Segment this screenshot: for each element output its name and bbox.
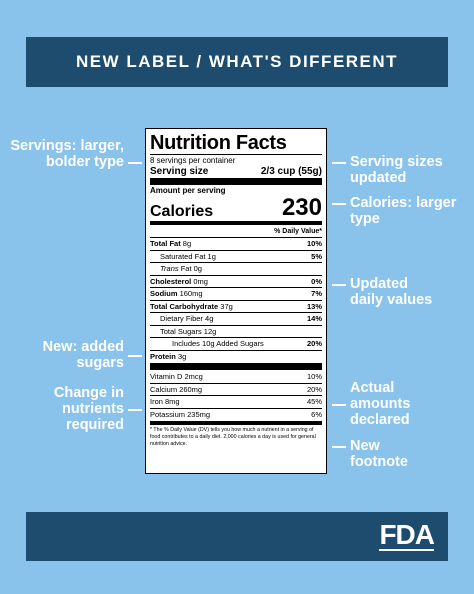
medium-divider: [150, 421, 322, 425]
nutrient-row: Sodium 160mg 7%: [150, 287, 322, 298]
nutrient-row: Trans Fat 0g: [150, 262, 322, 275]
calories-label: Calories: [150, 203, 214, 220]
callout-servings: Servings: larger, bolder type: [10, 138, 124, 170]
servings-per-container: 8 servings per container: [150, 155, 322, 166]
callout-nutrients-required: Change in nutrients required: [53, 385, 124, 433]
callout-tick: [332, 284, 346, 286]
calories-value: 230: [281, 194, 322, 221]
vitamin-row: Vitamin D 2mcg 10%: [150, 372, 322, 381]
nutrient-row: Protein 3g: [150, 349, 322, 363]
callout-added-sugars: New: added sugars: [42, 339, 124, 371]
callout-footnote: New footnote: [350, 438, 408, 470]
amount-per-serving: Amount per serving: [150, 186, 226, 195]
label-footnote: * The % Daily Value (DV) tells you how m…: [150, 427, 316, 447]
added-sugars-row: Includes 10g Added Sugars 20%: [150, 337, 322, 350]
vitamin-row: Iron 8mg 45%: [150, 395, 322, 406]
nutrition-facts-label: Nutrition Facts 8 servings per container…: [145, 128, 327, 474]
dv-header: % Daily Value*: [274, 228, 322, 235]
banner-title: NEW LABEL / WHAT'S DIFFERENT: [26, 37, 448, 87]
label-title: Nutrition Facts: [150, 132, 287, 154]
callout-tick: [332, 446, 346, 448]
serving-size-label: Serving size: [150, 166, 209, 177]
nutrient-row: Saturated Fat 1g 5%: [150, 249, 322, 263]
medium-divider: [150, 221, 322, 225]
callout-actual-amounts: Actual amounts declared: [350, 380, 411, 428]
thick-divider: [150, 363, 322, 370]
serving-size-value: 2/3 cup (55g): [260, 166, 322, 177]
vitamin-row: Potassium 235mg 6%: [150, 407, 322, 419]
nutrient-row: Total Carbohydrate 37g 13%: [150, 299, 322, 311]
callout-tick: [128, 355, 142, 357]
serving-size-row: Serving size 2/3 cup (55g): [150, 166, 322, 177]
callout-daily-values: Updated daily values: [350, 276, 433, 308]
callout-tick: [128, 162, 142, 164]
callout-tick: [332, 162, 346, 164]
nutrient-row: Dietary Fiber 4g 14%: [150, 312, 322, 325]
footer-bar: FDA: [26, 512, 448, 561]
nutrient-row: Total Sugars 12g: [150, 324, 322, 338]
vitamin-row: Calcium 260mg 20%: [150, 382, 322, 394]
thick-divider: [150, 178, 322, 185]
callout-calories: Calories: larger type: [350, 195, 457, 227]
nutrient-row: Cholesterol 0mg 0%: [150, 274, 322, 286]
callout-serving-sizes: Serving sizes updated: [350, 154, 443, 186]
servings-text: 8 servings per container: [150, 156, 236, 165]
calories-row: Calories 230: [150, 194, 322, 221]
callout-tick: [128, 409, 142, 411]
divider: [150, 154, 322, 155]
fda-logo: FDA: [379, 519, 435, 551]
nutrient-row: Total Fat 8g 10%: [150, 237, 322, 248]
callout-tick: [332, 203, 346, 205]
callout-tick: [332, 404, 346, 406]
